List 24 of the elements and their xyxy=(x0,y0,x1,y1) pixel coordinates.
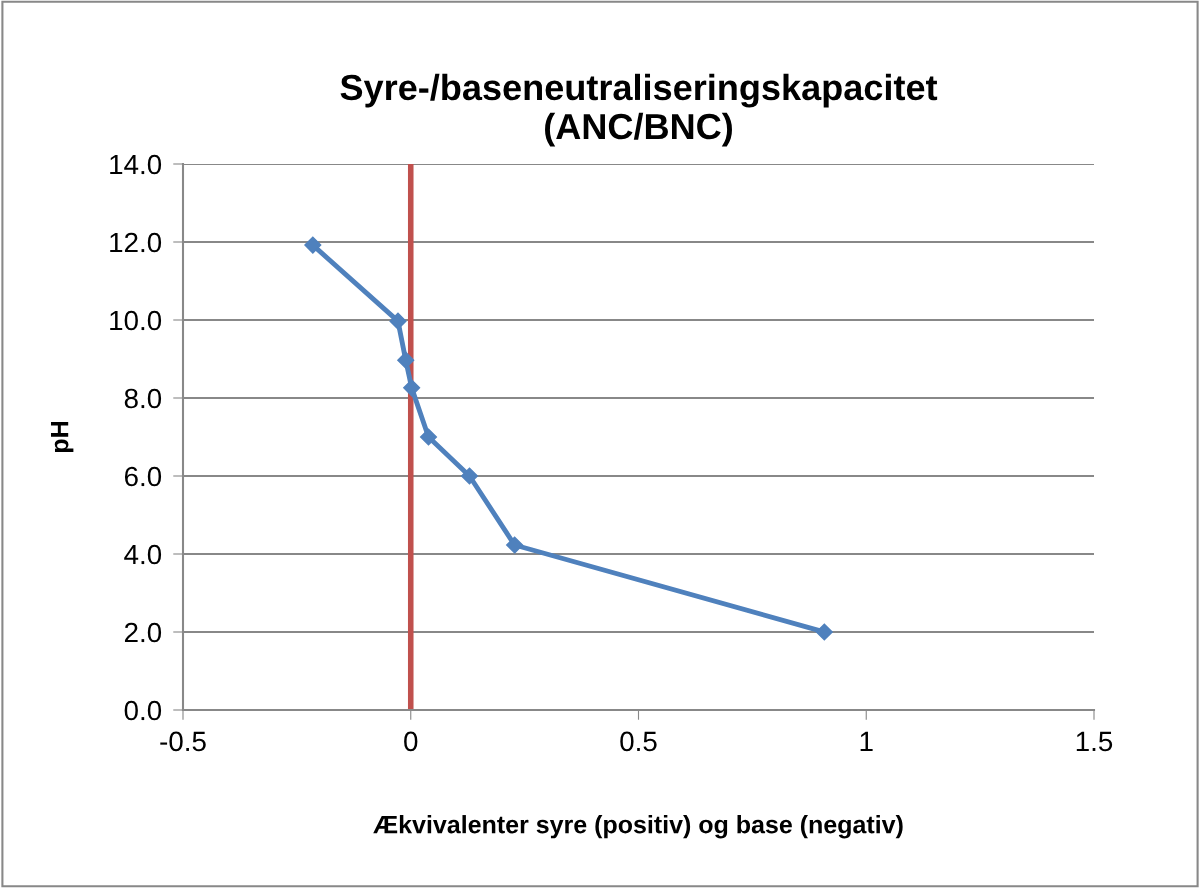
y-tick-label: 0.0 xyxy=(124,700,162,721)
point xyxy=(419,428,438,446)
point xyxy=(815,623,833,641)
point xyxy=(304,236,322,254)
point xyxy=(460,467,479,485)
x-tick-label: 1 xyxy=(860,731,873,751)
x-tick-label: 0.5 xyxy=(620,731,657,752)
y-tick-label: 4.0 xyxy=(124,544,162,565)
point xyxy=(397,351,415,369)
y-tick-label: 2.0 xyxy=(124,622,162,643)
x-tick-label: -0.5 xyxy=(160,731,206,752)
chart-title: Syre-/baseneutraliseringskapacitet (ANC/BNC) xyxy=(340,73,938,147)
point xyxy=(403,379,421,397)
y-tick-label: 14.0 xyxy=(110,154,162,175)
y-axis-title: pH xyxy=(51,422,74,453)
y-tick-label: 12.0 xyxy=(110,232,162,253)
y-tick-label: 8.0 xyxy=(124,388,162,409)
y-tick-label: 10.0 xyxy=(110,310,162,331)
x-tick-label: 1.5 xyxy=(1076,731,1113,752)
y-tick-label: 6.0 xyxy=(124,466,162,487)
point xyxy=(506,536,524,554)
point xyxy=(389,312,407,330)
x-axis-title: Ækvivalenter syre (positiv) og base (negativ) xyxy=(373,815,903,839)
x-tick-label: 0 xyxy=(404,731,418,752)
